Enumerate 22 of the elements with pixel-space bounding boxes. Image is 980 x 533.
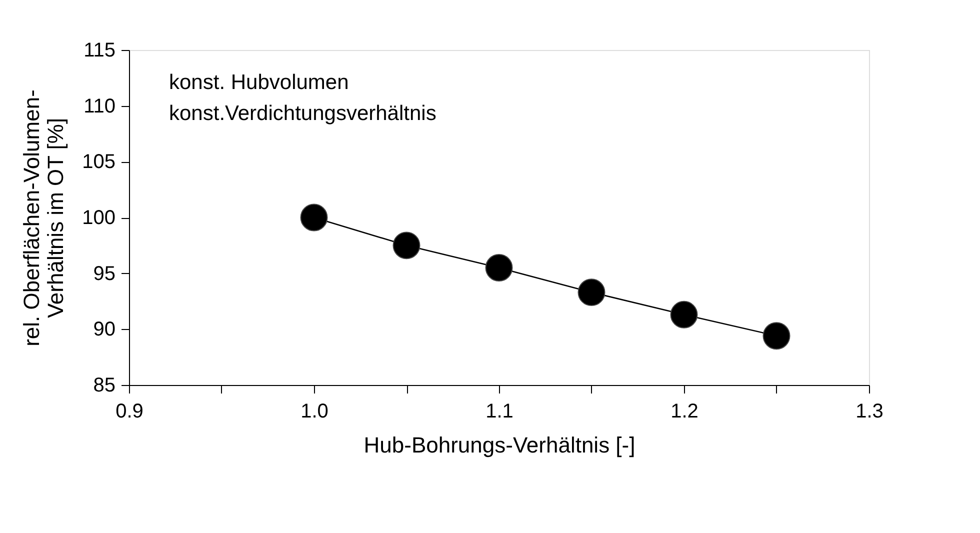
y-axis-title: rel. Oberflächen-Volumen- Verhältnis im OT [%] xyxy=(19,90,68,346)
point xyxy=(392,232,420,260)
point xyxy=(300,204,328,232)
annotation: konst. Hubvolumen xyxy=(169,71,349,94)
x-tick-label: 1.3 xyxy=(856,400,884,422)
point xyxy=(578,278,606,306)
x-axis-title: Hub-Bohrungs-Verhältnis [-] xyxy=(364,432,636,458)
x-tick-label: 1.1 xyxy=(486,400,514,422)
point xyxy=(762,322,790,350)
y-tick-label: 105 xyxy=(82,151,116,174)
annotation: konst.Verdichtungsverhältnis xyxy=(169,102,436,125)
y-tick-label: 115 xyxy=(84,40,116,62)
x-tick-label: 0.9 xyxy=(116,400,144,422)
point xyxy=(670,300,698,328)
y-tick-label: 110 xyxy=(84,95,116,118)
y-tick-label: 90 xyxy=(93,318,116,341)
point xyxy=(485,254,513,282)
x-tick-label: 1.2 xyxy=(670,400,698,422)
y-tick-label: 85 xyxy=(93,374,116,396)
y-tick-label: 95 xyxy=(93,262,116,285)
y-tick-label: 100 xyxy=(82,207,116,229)
x-tick-label: 1.0 xyxy=(300,400,328,422)
